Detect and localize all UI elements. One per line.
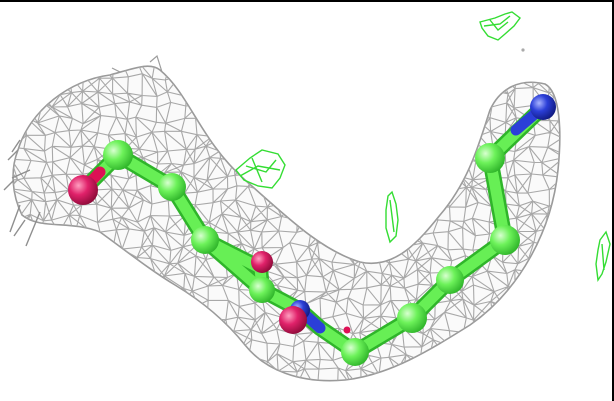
oxygen-atom	[251, 251, 273, 273]
oxygen-atom	[279, 306, 307, 334]
carbon-atom	[436, 266, 464, 294]
right-border	[612, 0, 614, 401]
density-blob-center	[235, 149, 286, 189]
oxygen-atom	[68, 175, 98, 205]
small-oxygen-marker	[343, 326, 351, 334]
carbon-atom	[249, 277, 275, 303]
carbon-atom	[103, 140, 133, 170]
density-blob-thin	[385, 190, 399, 244]
density-blob-top	[479, 11, 521, 41]
carbon-atom	[158, 173, 186, 201]
atoms	[68, 94, 556, 366]
nitrogen-atom	[530, 94, 556, 120]
carbon-atom	[191, 226, 219, 254]
carbon-atom	[341, 338, 369, 366]
density-blob-right	[595, 230, 611, 282]
density-mesh	[3, 54, 561, 382]
top-border	[0, 0, 614, 2]
carbon-atom	[475, 143, 505, 173]
difference-density-blobs	[235, 11, 611, 282]
carbon-atom	[490, 225, 520, 255]
small-gray-dot	[521, 48, 525, 52]
carbon-atom	[397, 303, 427, 333]
